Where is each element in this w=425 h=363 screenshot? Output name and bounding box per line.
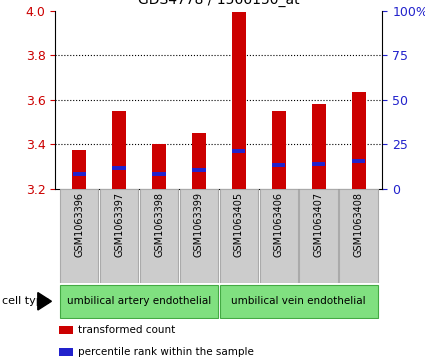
Bar [59,326,73,334]
Bar [112,111,126,189]
Bar [192,133,206,189]
Text: umbilical vein endothelial: umbilical vein endothelial [231,295,366,306]
Bar [312,162,325,166]
FancyBboxPatch shape [260,189,298,283]
Bar [152,144,166,189]
Bar [59,348,73,356]
Polygon shape [38,293,51,310]
Text: GSM1063398: GSM1063398 [154,192,164,257]
Bar [113,166,126,170]
Text: GSM1063397: GSM1063397 [114,192,124,257]
Bar [72,150,86,189]
Text: GSM1063407: GSM1063407 [314,192,324,257]
FancyBboxPatch shape [60,189,98,283]
Text: umbilical artery endothelial: umbilical artery endothelial [67,295,211,306]
Bar [73,172,86,176]
Bar [351,92,366,189]
Bar [153,172,166,176]
FancyBboxPatch shape [220,285,378,318]
Bar [272,111,286,189]
FancyBboxPatch shape [60,285,218,318]
Text: GSM1063406: GSM1063406 [274,192,284,257]
FancyBboxPatch shape [220,189,258,283]
Text: GSM1063396: GSM1063396 [74,192,84,257]
Text: percentile rank within the sample: percentile rank within the sample [78,347,254,357]
Bar [192,168,206,172]
Text: GSM1063399: GSM1063399 [194,192,204,257]
FancyBboxPatch shape [140,189,178,283]
Bar [232,12,246,189]
Bar [312,104,326,189]
FancyBboxPatch shape [180,189,218,283]
FancyBboxPatch shape [300,189,338,283]
Bar [352,159,365,163]
Text: cell type: cell type [2,296,50,306]
FancyBboxPatch shape [340,189,378,283]
Bar [232,149,246,153]
Text: GSM1063405: GSM1063405 [234,192,244,257]
Title: GDS4778 / 1566150_at: GDS4778 / 1566150_at [138,0,300,7]
Text: GSM1063408: GSM1063408 [354,192,363,257]
FancyBboxPatch shape [100,189,138,283]
Bar [272,163,285,167]
Text: transformed count: transformed count [78,325,176,335]
